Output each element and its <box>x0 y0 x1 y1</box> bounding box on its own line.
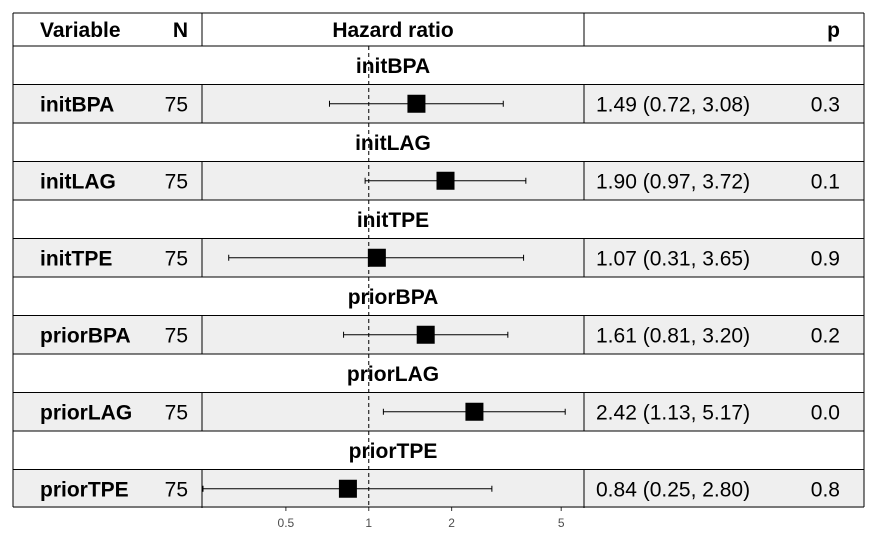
n-value: 75 <box>165 94 188 117</box>
estimate-text: 1.90 (0.97, 3.72) <box>596 171 750 194</box>
group-band <box>13 123 864 162</box>
group-band <box>13 200 864 239</box>
group-label: initBPA <box>356 55 430 78</box>
header-p: p <box>827 19 840 42</box>
table-header: Variable N Hazard ratio p <box>40 19 840 42</box>
table-rows: initBPA initBPA 75 1.49 (0.72, 3.08) 0.3 init… <box>40 55 840 502</box>
group-label: priorTPE <box>349 440 438 463</box>
header-hazard-ratio: Hazard ratio <box>332 19 453 42</box>
group-label: priorBPA <box>348 286 439 309</box>
point-estimate <box>436 171 455 190</box>
group-band <box>13 354 864 393</box>
x-tick-label: 1 <box>365 516 372 530</box>
estimate-text: 1.49 (0.72, 3.08) <box>596 94 750 117</box>
header-variable: Variable <box>40 19 121 42</box>
n-value: 75 <box>165 248 188 271</box>
p-value: 0.1 <box>811 171 840 194</box>
group-label: initLAG <box>355 132 431 155</box>
variable-label: priorTPE <box>40 479 129 502</box>
estimate-text: 1.07 (0.31, 3.65) <box>596 248 750 271</box>
p-value: 0.0 <box>811 402 840 425</box>
x-tick-label: 2 <box>448 516 455 530</box>
point-estimate <box>367 248 386 267</box>
group-band <box>13 431 864 470</box>
group-band <box>13 46 864 85</box>
n-value: 75 <box>165 479 188 502</box>
x-axis: 0.5 1 2 5 <box>278 507 565 530</box>
estimate-text: 0.84 (0.25, 2.80) <box>596 479 750 502</box>
plot-area <box>202 46 566 507</box>
x-tick-label: 5 <box>558 516 565 530</box>
group-band <box>13 277 864 316</box>
header-n: N <box>173 19 188 42</box>
estimate-text: 2.42 (1.13, 5.17) <box>596 402 750 425</box>
n-value: 75 <box>165 325 188 348</box>
point-estimate <box>465 402 484 421</box>
p-value: 0.9 <box>811 248 840 271</box>
row-bands <box>13 46 864 508</box>
variable-label: initLAG <box>40 171 116 194</box>
group-label: initTPE <box>357 209 429 232</box>
p-value: 0.3 <box>811 94 840 117</box>
p-value: 0.2 <box>811 325 840 348</box>
n-value: 75 <box>165 171 188 194</box>
variable-label: initTPE <box>40 248 112 271</box>
point-estimate <box>416 325 435 344</box>
p-value: 0.8 <box>811 479 840 502</box>
variable-label: priorBPA <box>40 325 131 348</box>
point-estimate <box>338 479 357 498</box>
table-frame <box>12 12 865 508</box>
group-label: priorLAG <box>347 363 439 386</box>
variable-label: initBPA <box>40 94 114 117</box>
estimate-text: 1.61 (0.81, 3.20) <box>596 325 750 348</box>
n-value: 75 <box>165 402 188 425</box>
point-estimate <box>407 94 426 113</box>
variable-label: priorLAG <box>40 402 132 425</box>
x-tick-label: 0.5 <box>278 516 295 530</box>
